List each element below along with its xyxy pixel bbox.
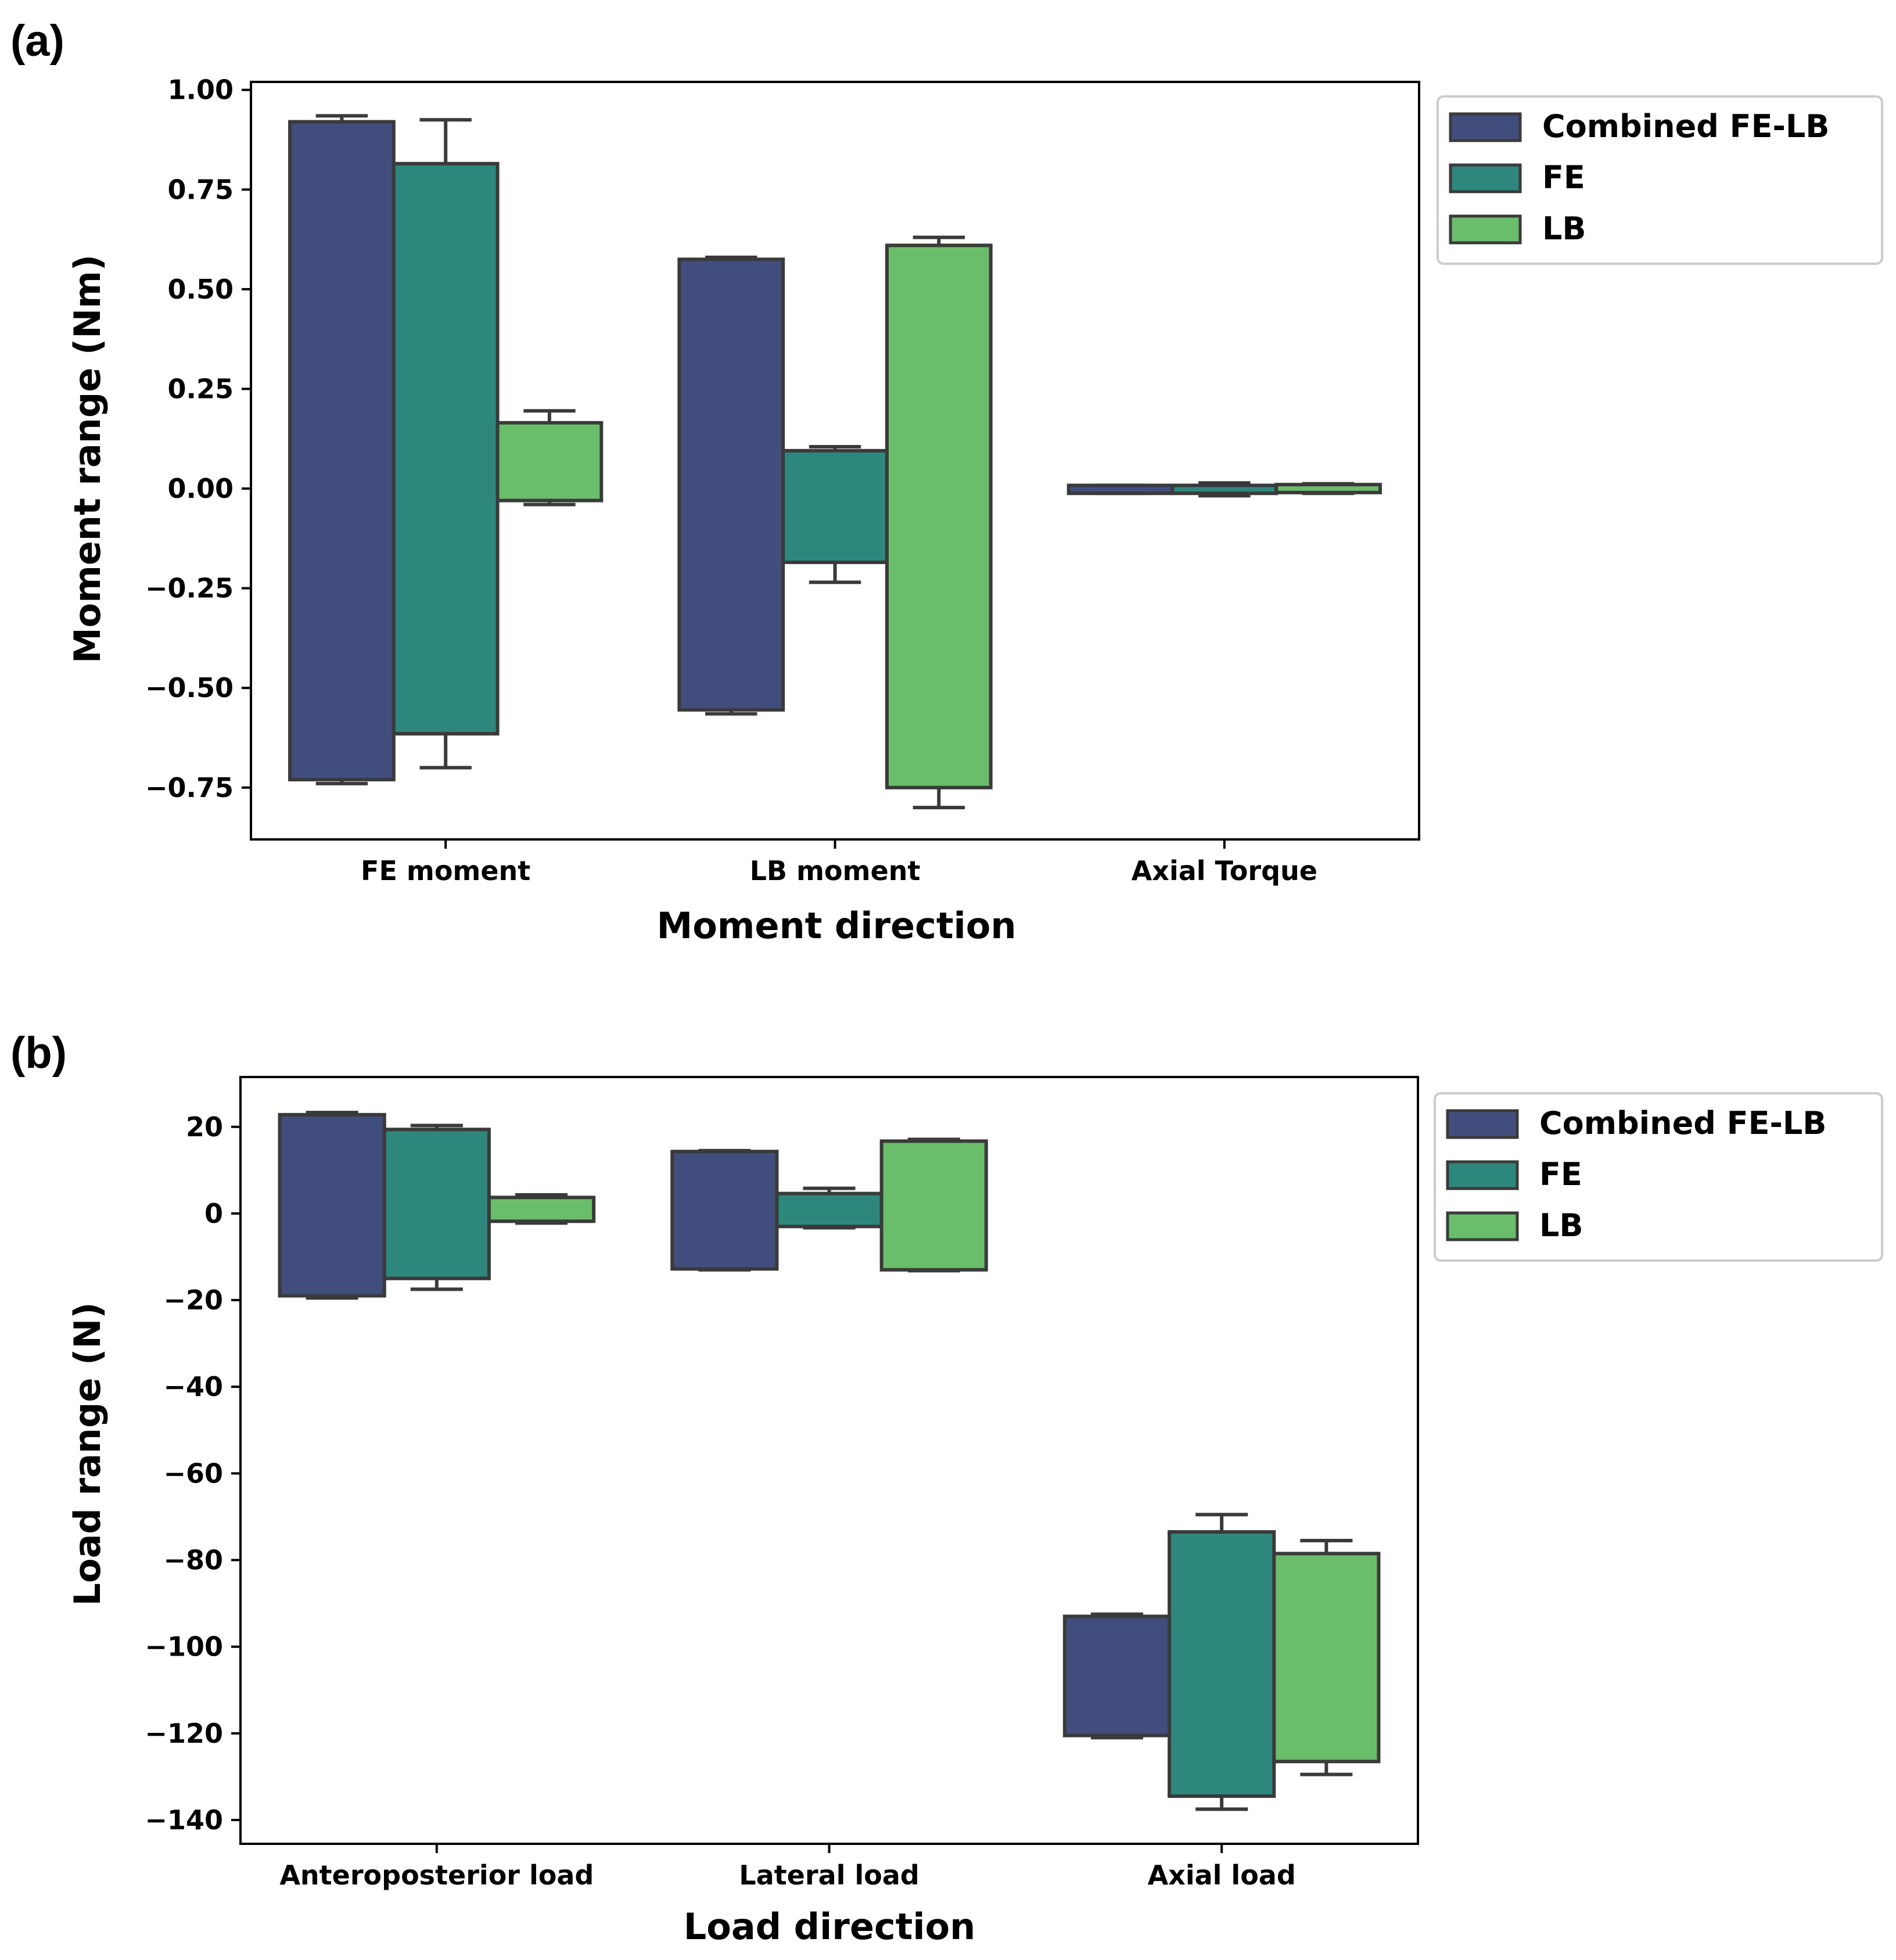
box-combined-fe-lb-2 <box>1062 1612 1172 1740</box>
box-lb-2 <box>1272 1538 1381 1776</box>
y-tick-label: 0.75 <box>168 174 234 205</box>
y-tick-label: 0 <box>204 1198 223 1229</box>
legend-label: Combined FE-LB <box>1542 108 1829 145</box>
panel-a: (a) Moment direction Moment range (Nm) −… <box>10 16 1883 947</box>
y-tick-label: 1.00 <box>168 74 234 106</box>
y-tick-label: −40 <box>163 1371 223 1402</box>
y-tick-label: −0.50 <box>145 672 234 703</box>
x-tick-label: LB moment <box>750 855 921 886</box>
y-tick-label: −120 <box>145 1718 223 1749</box>
y-tick-label: 0.50 <box>168 274 234 305</box>
y-axis-title-a: Moment range (Nm) <box>66 254 109 663</box>
box-fe-1 <box>781 444 889 584</box>
box-lb-2 <box>1274 482 1382 496</box>
x-tick-label: Lateral load <box>739 1860 919 1891</box>
box-body <box>677 257 785 712</box>
box-body <box>670 1150 779 1271</box>
legend: Combined FE-LB FE LB <box>1434 1092 1883 1262</box>
box-fe-1 <box>775 1186 884 1230</box>
box-body <box>1066 483 1175 496</box>
box-body <box>885 243 993 789</box>
legend-swatch <box>1446 1211 1519 1241</box>
box-combined-fe-lb-1 <box>677 255 785 716</box>
box-lb-0 <box>487 1193 596 1225</box>
legend-frame <box>1437 95 1883 265</box>
x-axis-title-b: Load direction <box>684 1905 976 1948</box>
box-fe-0 <box>392 118 500 770</box>
x-tick-label: FE moment <box>361 855 530 886</box>
box-body <box>1168 1530 1276 1798</box>
y-tick-label: −60 <box>163 1458 223 1489</box>
box-fe-2 <box>1168 1513 1276 1811</box>
box-body <box>392 161 500 736</box>
legend-swatch <box>1446 1160 1519 1190</box>
box-body <box>278 1112 386 1298</box>
plot-frame <box>250 81 1420 841</box>
box-fe-2 <box>1170 481 1279 498</box>
legend: Combined FE-LB FE LB <box>1437 95 1883 265</box>
panel-b: (b) Load direction Load range (N) −140 −1… <box>10 1028 1883 1948</box>
legend-swatch <box>1449 112 1522 142</box>
y-tick-label: 0.25 <box>168 373 234 404</box>
legend-label: Combined FE-LB <box>1539 1105 1826 1141</box>
x-tick-label: Axial Torque <box>1132 855 1317 886</box>
box-lb-1 <box>879 1137 988 1273</box>
x-tick-label: Axial load <box>1148 1860 1296 1891</box>
x-tick-label: Anteroposterior load <box>279 1860 594 1891</box>
x-axis-title-a: Moment direction <box>657 904 1017 947</box>
box-body <box>879 1139 988 1272</box>
y-tick-label: 0.00 <box>168 473 234 504</box>
legend-label: FE <box>1539 1156 1582 1193</box>
box-body <box>1170 483 1279 496</box>
y-tick-label: −100 <box>145 1631 223 1663</box>
box-lb-1 <box>885 235 993 810</box>
box-body <box>382 1128 491 1280</box>
panel-label-a: (a) <box>10 16 64 66</box>
box-body <box>781 448 889 565</box>
legend-swatch <box>1449 163 1522 193</box>
box-fe-0 <box>382 1123 491 1291</box>
box-combined-fe-lb-0 <box>278 1111 386 1300</box>
box-body <box>1274 483 1382 494</box>
y-tick-label: −20 <box>163 1284 223 1316</box>
y-tick-label: −80 <box>163 1545 223 1576</box>
box-body <box>1272 1552 1381 1764</box>
y-tick-label: −0.75 <box>145 772 234 803</box>
box-combined-fe-lb-1 <box>670 1148 779 1272</box>
panel-label-b: (b) <box>10 1028 67 1078</box>
y-tick-label: −0.25 <box>145 573 234 604</box>
box-body <box>775 1191 884 1229</box>
legend-frame <box>1434 1092 1883 1262</box>
plot-frame <box>239 1076 1419 1845</box>
box-body <box>288 120 396 782</box>
legend-swatch <box>1449 214 1522 245</box>
box-lb-0 <box>495 409 604 507</box>
legend-swatch <box>1446 1109 1519 1139</box>
box-body <box>1062 1614 1172 1738</box>
box-combined-fe-lb-0 <box>288 114 396 785</box>
y-tick-label: −140 <box>145 1804 223 1836</box>
box-body <box>495 421 604 502</box>
y-tick-label: 20 <box>186 1111 223 1143</box>
y-axis-title-b: Load range (N) <box>66 1302 109 1606</box>
legend-label: LB <box>1542 210 1586 247</box>
box-body <box>487 1196 596 1223</box>
legend-label: FE <box>1542 159 1585 196</box>
legend-label: LB <box>1539 1207 1583 1244</box>
box-combined-fe-lb-2 <box>1066 483 1175 496</box>
